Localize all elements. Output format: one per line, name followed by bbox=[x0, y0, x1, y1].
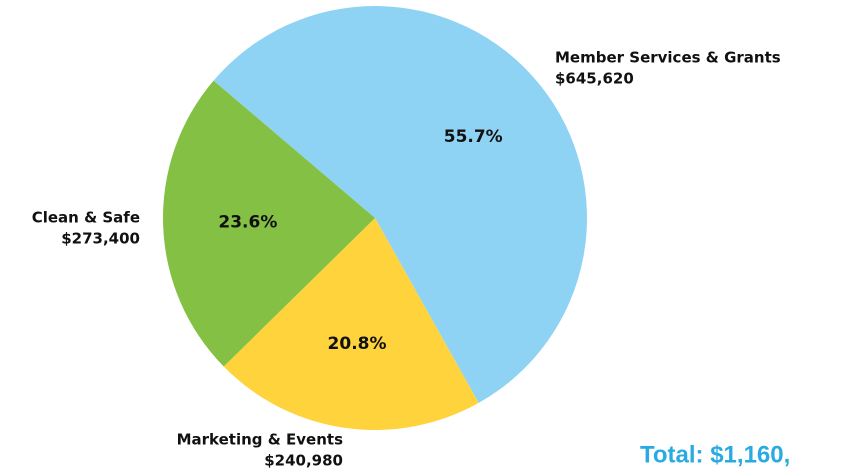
amount-label: $240,980 bbox=[264, 452, 343, 470]
category-label: Marketing & Events bbox=[177, 431, 343, 449]
pct-label: 23.6% bbox=[218, 213, 277, 233]
pct-label: 55.7% bbox=[444, 127, 503, 147]
category-label: Member Services & Grants bbox=[555, 49, 781, 67]
pct-label: 20.8% bbox=[328, 334, 387, 354]
pie-slice bbox=[213, 6, 587, 403]
amount-label: $645,620 bbox=[555, 70, 634, 88]
category-label: Clean & Safe bbox=[32, 209, 140, 227]
pie-slice bbox=[163, 80, 375, 367]
total-label: Total: $1,160, bbox=[640, 441, 790, 468]
pie-slice bbox=[223, 218, 479, 431]
amount-label: $273,400 bbox=[61, 230, 140, 248]
